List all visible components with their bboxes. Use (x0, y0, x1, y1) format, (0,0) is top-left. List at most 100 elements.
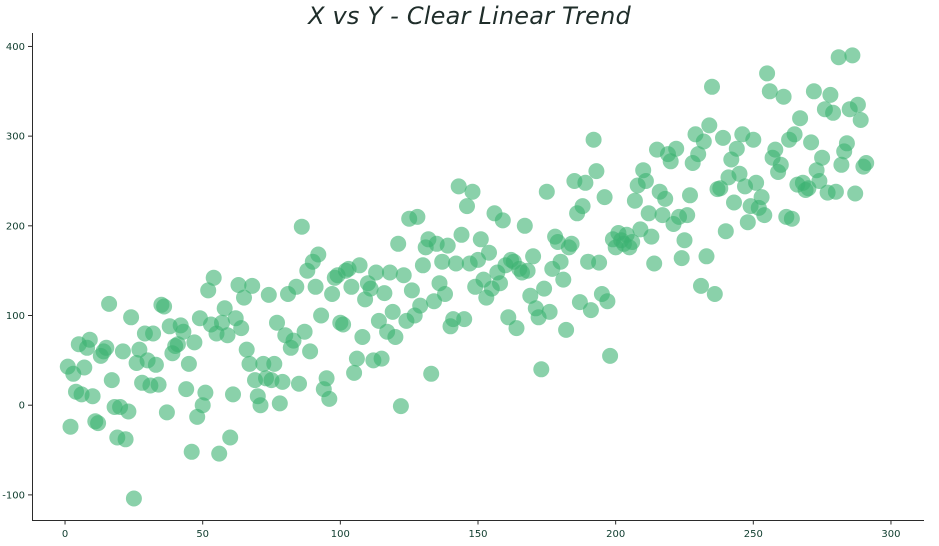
data-point (494, 212, 511, 229)
data-point (324, 286, 341, 302)
data-point (811, 173, 828, 189)
x-ticks: 0 50 100 150 200 250 300 (62, 520, 901, 540)
data-point (772, 156, 789, 173)
points-layer (59, 47, 875, 507)
data-point (103, 372, 120, 389)
data-point (728, 140, 745, 157)
data-point (786, 126, 803, 143)
data-point (563, 235, 580, 252)
data-point (90, 415, 107, 432)
x-tick-label: 250 (744, 529, 763, 540)
data-point (830, 49, 847, 66)
data-point (180, 355, 197, 372)
data-point (574, 198, 591, 215)
data-point (690, 146, 707, 163)
data-point (351, 257, 368, 274)
data-point (183, 443, 200, 460)
data-point (822, 86, 839, 103)
y-tick-label: 400 (6, 42, 25, 53)
data-point (101, 295, 118, 312)
data-point (346, 364, 363, 381)
data-point (291, 375, 307, 392)
data-point (175, 323, 192, 340)
data-point (643, 228, 660, 245)
data-point (310, 246, 327, 263)
data-point (145, 325, 162, 342)
y-ticks: -100 0 100 200 300 400 (2, 42, 33, 501)
x-tick-label: 0 (62, 529, 68, 540)
data-point (775, 88, 792, 105)
data-point (759, 65, 776, 82)
data-point (582, 302, 599, 319)
data-point (409, 208, 426, 225)
data-point (120, 403, 137, 420)
y-tick-label: -100 (2, 490, 25, 501)
data-point (450, 178, 467, 195)
data-point (233, 320, 250, 337)
data-point (783, 210, 800, 227)
data-point (492, 275, 508, 292)
data-point (222, 429, 239, 446)
data-point (244, 277, 261, 294)
data-point (464, 183, 481, 200)
data-point (343, 278, 360, 295)
data-point (852, 112, 869, 128)
data-point (646, 255, 663, 272)
data-point (792, 110, 809, 127)
data-point (238, 341, 255, 358)
data-point (214, 314, 230, 331)
data-point (216, 300, 233, 317)
data-point (558, 321, 575, 338)
data-point (321, 390, 338, 407)
data-point (414, 257, 431, 274)
data-point (211, 445, 228, 462)
data-point (156, 298, 173, 315)
data-point (748, 174, 765, 191)
data-point (693, 277, 709, 294)
data-point (296, 323, 313, 340)
data-point (307, 278, 324, 295)
data-point (368, 264, 385, 281)
data-point (825, 104, 842, 121)
data-point (376, 285, 393, 302)
y-tick-label: 0 (19, 401, 25, 412)
data-point (84, 388, 101, 405)
data-point (448, 255, 464, 272)
data-point (847, 185, 864, 202)
y-tick-label: 100 (6, 311, 25, 322)
data-point (186, 334, 203, 351)
data-point (147, 356, 164, 373)
data-point (219, 327, 236, 344)
data-point (585, 131, 602, 148)
data-point (255, 355, 272, 372)
data-point (591, 254, 608, 271)
data-point (715, 129, 731, 146)
data-point (844, 47, 861, 64)
data-point (695, 133, 712, 150)
data-point (805, 83, 822, 100)
data-point (552, 253, 569, 270)
data-point (522, 287, 539, 304)
data-point (701, 117, 718, 134)
data-point (362, 280, 379, 297)
data-point (536, 280, 553, 297)
data-point (538, 183, 555, 200)
data-point (673, 250, 690, 267)
data-point (62, 418, 79, 435)
data-point (434, 253, 451, 270)
data-point (335, 316, 352, 333)
data-point (516, 217, 533, 234)
data-point (739, 214, 756, 231)
data-point (577, 174, 594, 191)
data-point (519, 262, 536, 279)
data-point (459, 198, 475, 215)
y-tick-label: 300 (6, 132, 25, 143)
data-point (445, 311, 462, 328)
data-point (767, 141, 784, 158)
data-point (150, 376, 167, 393)
data-point (114, 343, 131, 360)
data-point (390, 235, 407, 252)
data-point (197, 384, 214, 401)
data-point (423, 365, 440, 382)
